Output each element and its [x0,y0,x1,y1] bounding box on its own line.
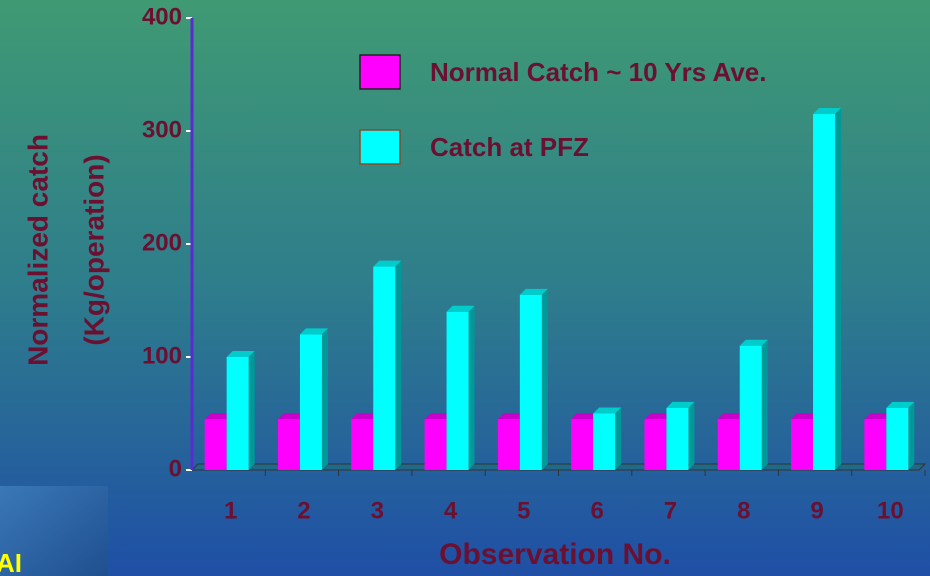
bar [791,419,814,470]
bar [373,266,396,470]
corner-image [0,486,108,576]
legend-swatch [359,54,401,90]
bar-top [791,413,820,420]
bar [593,413,616,470]
bar-top [717,413,746,420]
bar [717,419,740,470]
y-tick-label: 200 [142,229,182,256]
bar [351,419,374,470]
x-tick-label: 9 [810,497,823,524]
bar-top [497,413,526,420]
bar [446,311,469,470]
bar [497,419,520,470]
bar-top [204,413,233,420]
bar [204,419,227,470]
bar-top [373,260,402,267]
bar-top [644,413,673,420]
x-tick-label: 4 [444,497,458,524]
x-tick-label: 1 [224,497,237,524]
bar-top [299,328,328,335]
bar-side [615,407,622,470]
bar-top [424,413,453,420]
bar-top [277,413,306,420]
bar [886,407,909,470]
bar [739,345,762,470]
y-axis-title: Normalized catch [22,134,53,366]
bar-top [446,305,475,312]
bar-side [835,108,842,471]
bar [864,419,887,470]
bar-top [864,413,893,420]
bar-side [468,305,475,470]
bar-side [395,260,402,470]
bar-top [886,401,915,408]
bar [644,419,667,470]
bar-top [519,288,548,295]
bar [226,357,249,470]
y-tick-label: 0 [169,455,182,482]
y-tick-label: 300 [142,116,182,143]
bar-top [226,351,255,357]
bar [813,114,836,471]
corner-label: AI [0,548,22,576]
x-tick-label: 10 [877,497,904,524]
x-tick-label: 3 [371,497,384,524]
bar-side [321,328,328,470]
bar-side [248,351,255,470]
legend-label: Normal Catch ~ 10 Yrs Ave. [430,57,766,87]
bar-top [666,401,695,408]
bar-side [541,288,548,470]
bar [666,407,689,470]
bar [571,419,594,470]
bar-side [688,401,695,470]
bar-side [908,401,915,470]
x-tick-label: 5 [517,497,530,524]
x-tick-label: 6 [590,497,603,524]
x-axis-title: Observation No. [439,538,671,571]
bar-top [593,407,622,414]
legend-swatch [359,129,401,165]
bar [519,294,542,470]
bar [424,419,447,470]
bar-top [571,413,600,420]
x-tick-label: 8 [737,497,750,524]
x-tick-label: 7 [664,497,677,524]
bar-top [739,339,768,346]
y-tick-label: 400 [142,3,182,30]
bar-side [761,339,768,470]
bar-top [813,108,842,115]
bar-top [351,413,380,420]
x-tick-label: 2 [297,497,310,524]
bar [299,334,322,470]
y-tick-label: 100 [142,342,182,369]
bar [277,419,300,470]
y-axis-title: (Kg/operation) [78,154,109,345]
legend-label: Catch at PFZ [430,132,589,162]
